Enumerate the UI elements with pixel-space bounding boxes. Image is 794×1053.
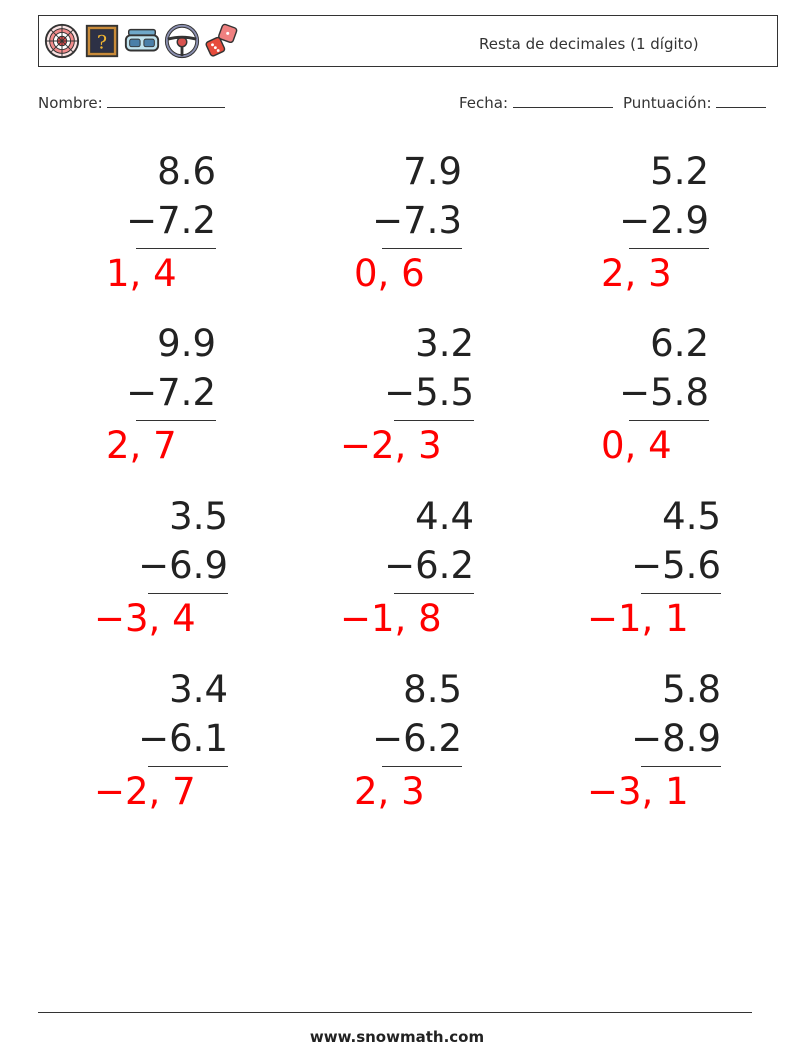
answer-rule [629,248,709,249]
subtrahend: −5.5 [384,371,474,414]
answer: −1, 1 [587,597,689,640]
answer-rule [148,766,228,767]
mystery-box-icon: ? [85,24,119,58]
minuend: 5.2 [650,150,709,193]
vr-headset-icon [124,28,160,52]
answer-rule [641,593,721,594]
answer-rule [394,420,474,421]
subtrahend: −6.2 [384,544,474,587]
name-blank [107,93,226,108]
answer-rule [394,593,474,594]
subtrahend: −5.6 [631,544,721,587]
dice-icon [205,23,238,57]
score-field: Puntuación: [623,93,767,112]
minuend: 8.5 [403,668,462,711]
problem-6: 6.2 −5.8 0, 4 [529,322,709,482]
subtrahend: −7.3 [372,199,462,242]
worksheet-title: Resta de decimales (1 dígito) [479,35,699,53]
score-blank [716,93,767,108]
worksheet-header: ? Resta de decimales (1 dígito) [38,15,778,67]
problem-10: 3.4 −6.1 −2, 7 [48,668,228,828]
subtrahend: −6.9 [138,544,228,587]
header-icons: ? [43,21,241,61]
problem-4: 9.9 −7.2 2, 7 [36,322,216,482]
subtrahend: −2.9 [619,199,709,242]
steering-wheel-icon [164,23,200,59]
dartboard-icon [44,23,80,59]
subtrahend: −6.1 [138,717,228,760]
answer: −1, 8 [340,597,442,640]
name-label: Nombre: [38,94,103,112]
answer-rule [629,420,709,421]
answer: −3, 4 [94,597,196,640]
date-field: Fecha: [459,93,613,112]
subtrahend: −5.8 [619,371,709,414]
answer: −2, 7 [94,770,196,813]
answer-rule [382,766,462,767]
date-blank [512,93,613,108]
minuend: 3.4 [169,668,228,711]
answer: 2, 7 [106,424,177,467]
answer: −2, 3 [340,424,442,467]
answer: 1, 4 [106,252,177,295]
minuend: 5.8 [662,668,721,711]
answer: −3, 1 [587,770,689,813]
subtrahend: −8.9 [631,717,721,760]
problem-2: 7.9 −7.3 0, 6 [282,150,462,310]
minuend: 3.2 [415,322,474,365]
answer: 0, 4 [601,424,672,467]
answer-rule [148,593,228,594]
problem-8: 4.4 −6.2 −1, 8 [294,495,474,655]
svg-text:?: ? [97,32,107,54]
date-label: Fecha: [459,94,509,112]
answer-rule [136,420,216,421]
problem-9: 4.5 −5.6 −1, 1 [541,495,721,655]
problem-5: 3.2 −5.5 −2, 3 [294,322,474,482]
answer-rule [136,248,216,249]
minuend: 4.4 [415,495,474,538]
minuend: 6.2 [650,322,709,365]
subtrahend: −7.2 [126,199,216,242]
answer: 0, 6 [354,252,425,295]
answer-rule [641,766,721,767]
minuend: 8.6 [157,150,216,193]
problem-12: 5.8 −8.9 −3, 1 [541,668,721,828]
subtrahend: −7.2 [126,371,216,414]
minuend: 3.5 [169,495,228,538]
minuend: 9.9 [157,322,216,365]
problem-11: 8.5 −6.2 2, 3 [282,668,462,828]
minuend: 7.9 [403,150,462,193]
footer-divider [38,1012,752,1013]
problem-7: 3.5 −6.9 −3, 4 [48,495,228,655]
problem-3: 5.2 −2.9 2, 3 [529,150,709,310]
subtrahend: −6.2 [372,717,462,760]
answer: 2, 3 [601,252,672,295]
name-field: Nombre: [38,93,226,112]
footer-site: www.snowmath.com [309,1028,485,1046]
problem-1: 8.6 −7.2 1, 4 [36,150,216,310]
score-label: Puntuación: [623,94,712,112]
minuend: 4.5 [662,495,721,538]
answer: 2, 3 [354,770,425,813]
answer-rule [382,248,462,249]
